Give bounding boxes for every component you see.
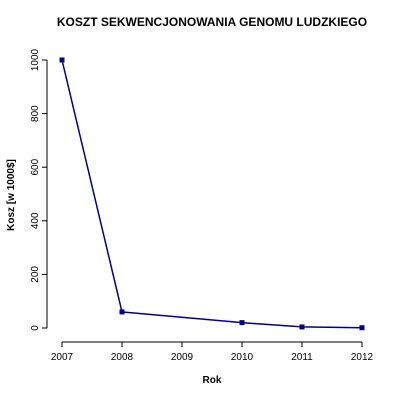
point: [59, 57, 65, 63]
x-tick-label: 2010: [231, 352, 254, 363]
point: [299, 324, 305, 330]
x-tick-label: 2011: [291, 352, 313, 363]
y-tick-label: 800: [30, 105, 41, 122]
x-tick-label: 2012: [351, 352, 374, 363]
x-tick-label: 2008: [111, 352, 134, 363]
y-tick-label: 200: [30, 266, 41, 283]
y-tick-label: 400: [30, 212, 41, 229]
y-tick-label: 1000: [30, 48, 41, 71]
series-line: [61, 59, 363, 329]
point: [119, 309, 125, 315]
y-tick-label: 0: [30, 325, 41, 331]
y-tick-label: 600: [30, 158, 41, 175]
point: [359, 325, 365, 331]
x-tick-label: 2007: [51, 352, 74, 363]
chart-title: KOSZT SEKWENCJONOWANIA GENOMU LUDZKIEGO: [57, 15, 367, 29]
x-axis-title: Rok: [203, 375, 222, 386]
x-tick-label: 2009: [171, 352, 194, 363]
y-axis-title: Kosz [w 1000$]: [6, 159, 17, 231]
point: [239, 320, 245, 326]
